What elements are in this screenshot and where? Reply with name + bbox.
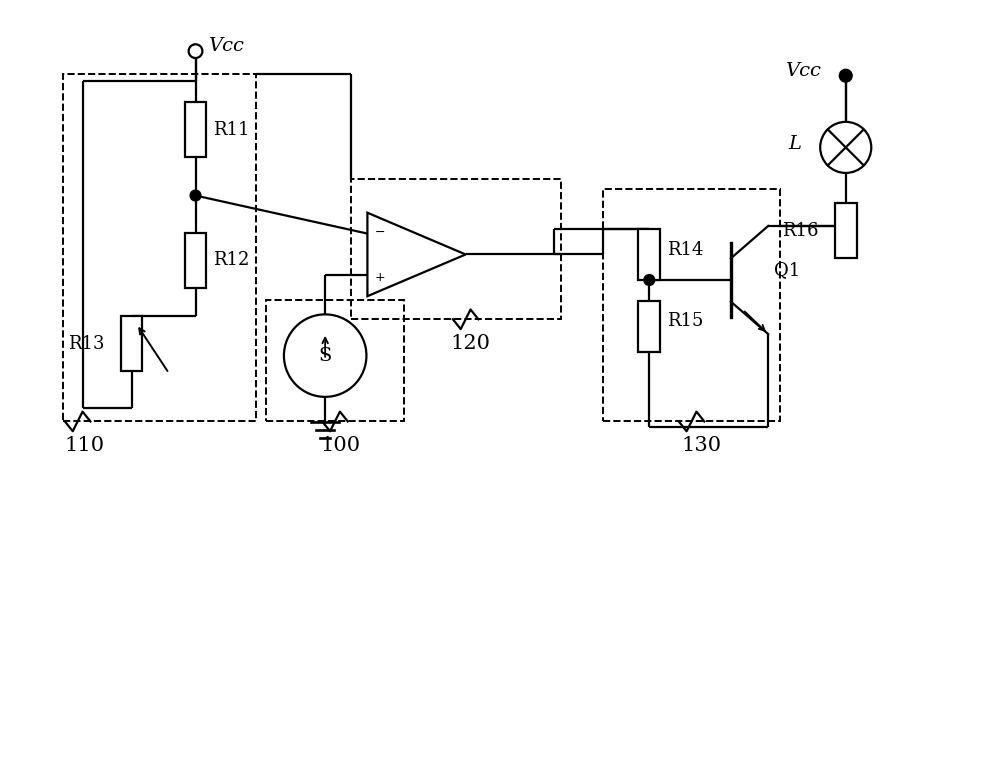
Text: R16: R16 [782, 222, 818, 240]
Text: Q1: Q1 [774, 261, 800, 279]
Text: S: S [319, 346, 332, 364]
Bar [351, 179, 561, 319]
Text: Vcc: Vcc [208, 37, 244, 55]
Text: $-$: $-$ [374, 225, 385, 238]
Circle shape [820, 122, 871, 173]
Text: R13: R13 [68, 335, 104, 353]
Text: L: L [789, 136, 802, 154]
Bar [63, 74, 256, 421]
Text: 130: 130 [682, 437, 722, 456]
Text: R12: R12 [213, 251, 250, 269]
Bar [638, 229, 660, 280]
Bar [185, 102, 206, 158]
Text: 100: 100 [320, 437, 360, 456]
Bar [835, 204, 857, 258]
Text: R14: R14 [667, 240, 703, 258]
Text: Vcc: Vcc [785, 62, 821, 80]
Circle shape [189, 44, 202, 58]
Text: 120: 120 [451, 335, 491, 353]
Bar [266, 300, 404, 421]
Bar [603, 189, 780, 421]
Text: R15: R15 [667, 312, 703, 330]
Circle shape [839, 69, 852, 82]
Bar [638, 300, 660, 352]
Circle shape [284, 314, 366, 397]
Polygon shape [367, 213, 466, 296]
Text: $+$: $+$ [374, 271, 386, 284]
Circle shape [190, 190, 201, 201]
Bar [185, 233, 206, 288]
Text: 110: 110 [65, 437, 105, 456]
Text: R11: R11 [213, 121, 250, 139]
Circle shape [644, 275, 655, 285]
Bar [121, 317, 142, 371]
